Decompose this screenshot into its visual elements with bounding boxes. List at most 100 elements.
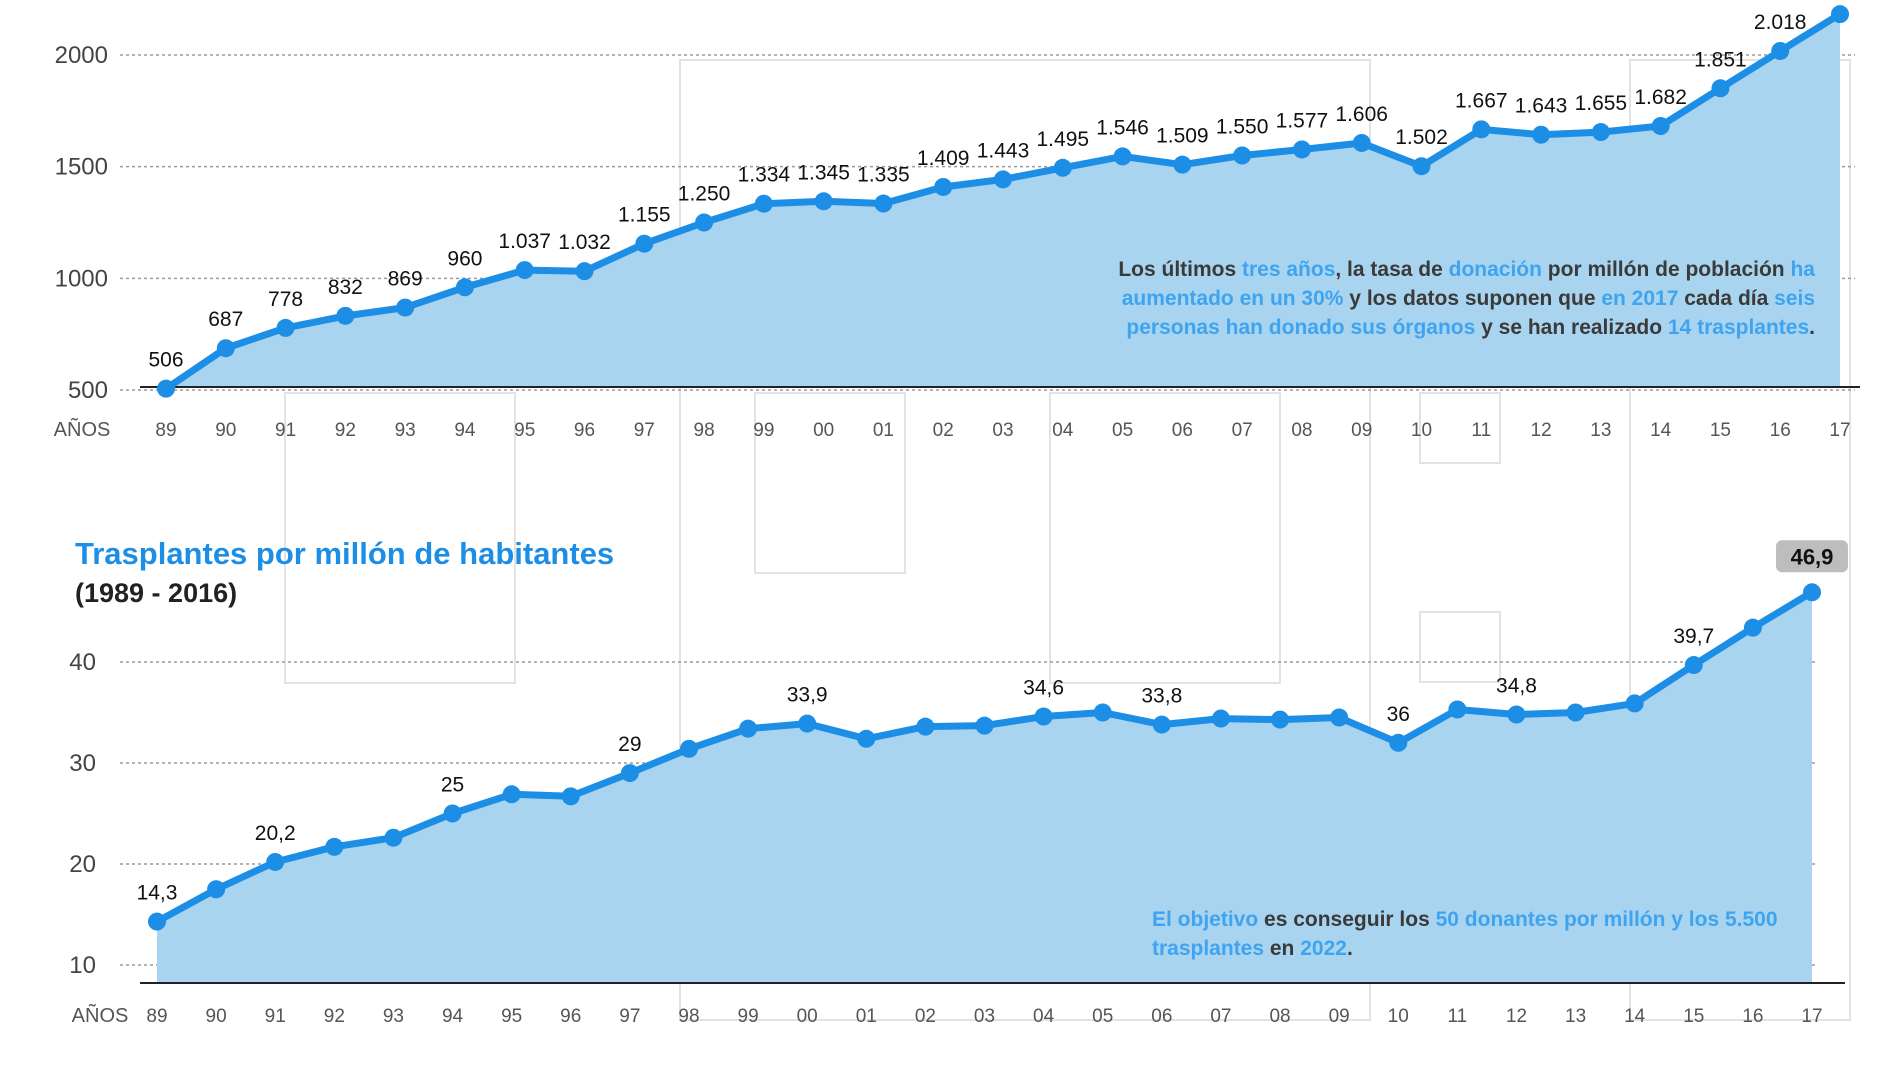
data-label: 1.606: [1335, 103, 1388, 126]
x-tick-label: 16: [1742, 1006, 1763, 1027]
data-point: [1532, 125, 1551, 144]
x-tick-label: 11: [1447, 1006, 1467, 1027]
data-label: 34,6: [1023, 677, 1064, 700]
x-tick-label: 02: [933, 420, 954, 441]
data-point: [336, 306, 355, 325]
chart2-subtitle: (1989 - 2016): [75, 578, 238, 608]
x-tick-label: 17: [1801, 1006, 1822, 1027]
data-point: [1330, 708, 1349, 727]
chart-transplants-per-million: 40 30 20 10 14,3 20,2 25 29 33,9 34,6 33,8 36 34,8 39…: [69, 540, 1848, 1027]
data-point: [916, 717, 935, 736]
data-point: [1093, 703, 1112, 722]
data-point: [1684, 656, 1703, 675]
highlight-text: 50 donantes por millón y los 5.500 trasp…: [1152, 908, 1778, 960]
data-point: [798, 714, 817, 733]
note-text: y los datos suponen que: [1343, 287, 1602, 310]
data-label: 1.502: [1395, 126, 1448, 149]
data-label: 506: [148, 349, 183, 372]
data-label: 33,8: [1141, 685, 1182, 708]
data-label: 14,3: [137, 882, 178, 905]
data-point: [620, 764, 639, 783]
x-tick-label: 02: [915, 1006, 936, 1027]
data-point: [1271, 710, 1290, 729]
data-point: [1651, 117, 1670, 136]
x-tick-label: 04: [1033, 1006, 1055, 1027]
data-point: [1803, 583, 1821, 602]
data-point: [1389, 733, 1408, 752]
data-label: 1.409: [917, 147, 970, 170]
data-point: [635, 234, 654, 253]
data-point: [679, 739, 698, 758]
area-fill: [157, 592, 1812, 983]
y-tick-label: 40: [69, 649, 96, 676]
x-tick-label: 00: [813, 420, 834, 441]
last-value-badge: [1776, 540, 1848, 573]
x-tick-label: 05: [1092, 1006, 1113, 1027]
data-label: 1.851: [1694, 48, 1747, 71]
data-point: [1448, 700, 1467, 719]
data-point: [1507, 705, 1526, 724]
data-label: 960: [447, 247, 482, 270]
x-tick-label: 13: [1590, 420, 1611, 441]
x-tick-label: 16: [1770, 420, 1791, 441]
note-text: .: [1809, 316, 1815, 339]
x-tick-label: 89: [155, 420, 176, 441]
data-point: [148, 912, 166, 931]
x-tick-label: 00: [797, 1006, 818, 1027]
data-point: [1211, 709, 1230, 728]
data-label: 1.250: [678, 183, 731, 206]
data-point: [216, 339, 235, 358]
x-axis-title: AÑOS: [54, 417, 111, 441]
data-point: [266, 852, 285, 871]
data-label: 1.495: [1037, 128, 1090, 151]
data-point: [1152, 715, 1171, 734]
x-tick-label: 97: [619, 1006, 640, 1027]
data-point: [1625, 694, 1644, 713]
x-tick-label: 08: [1269, 1006, 1290, 1027]
data-point: [1566, 703, 1585, 722]
x-tick-label: 08: [1291, 420, 1312, 441]
data-point: [1412, 157, 1431, 176]
data-point: [1034, 707, 1053, 726]
data-label: 1.334: [738, 164, 791, 187]
note-text: es conseguir los: [1258, 908, 1436, 931]
y-tick-label: 20: [69, 851, 96, 878]
x-tick-label: 91: [265, 1006, 286, 1027]
highlight-text: tres años: [1242, 258, 1336, 281]
data-point: [207, 880, 226, 899]
y-tick-label: 500: [68, 377, 108, 404]
note-text: por millón de población: [1541, 258, 1791, 281]
data-label: 39,7: [1673, 625, 1714, 648]
data-label: 1.682: [1634, 86, 1687, 109]
data-point: [994, 170, 1012, 189]
x-tick-label: 96: [560, 1006, 581, 1027]
chart1-annotation: Los últimos tres años, la tasa de donaci…: [1095, 255, 1815, 342]
data-label: 1.155: [618, 204, 671, 227]
data-point: [455, 278, 474, 297]
data-label: 25: [441, 774, 464, 797]
x-tick-label: 92: [324, 1006, 345, 1027]
x-tick-label: 06: [1172, 420, 1193, 441]
x-tick-label: 95: [514, 420, 535, 441]
efe-watermark: [284, 59, 1851, 1021]
data-point: [396, 298, 415, 317]
note-text: Los últimos: [1118, 258, 1243, 281]
data-label: 1.443: [977, 139, 1030, 162]
note-text: cada día: [1678, 287, 1775, 310]
x-axis-title: AÑOS: [72, 1003, 129, 1027]
x-tick-label: 10: [1411, 420, 1432, 441]
x-tick-label: 11: [1471, 420, 1491, 441]
data-point: [754, 194, 773, 213]
x-tick-label: 07: [1232, 420, 1253, 441]
data-point: [1743, 618, 1762, 637]
x-tick-label: 07: [1210, 1006, 1231, 1027]
data-label: 1.345: [797, 161, 850, 184]
data-point: [934, 177, 953, 196]
data-point: [1472, 120, 1491, 139]
data-label: 1.037: [498, 230, 551, 253]
x-tick-label: 10: [1388, 1006, 1409, 1027]
data-point: [1352, 133, 1371, 152]
y-tick-label: 1500: [55, 154, 108, 181]
data-label: 1.335: [857, 164, 910, 187]
x-tick-label: 98: [678, 1006, 699, 1027]
